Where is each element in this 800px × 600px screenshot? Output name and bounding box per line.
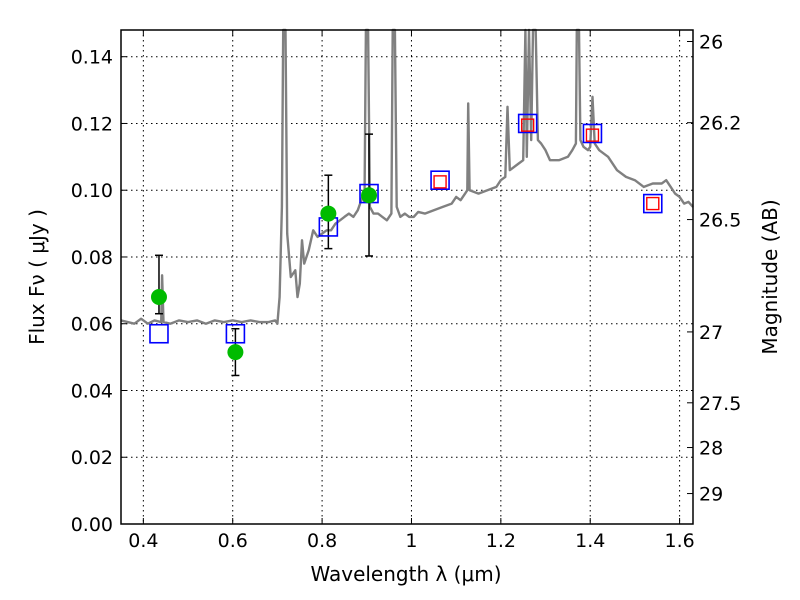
green-data-point xyxy=(150,289,167,306)
green-data-point xyxy=(320,205,337,222)
x-axis-label: Wavelength λ (μm) xyxy=(310,562,501,586)
y-tick-label: 0.04 xyxy=(71,380,113,402)
blue-square-marker xyxy=(430,170,450,191)
y-tick-label: 0.00 xyxy=(71,514,113,536)
red-square-marker xyxy=(646,196,660,211)
y-tick-label: 0.10 xyxy=(71,180,113,202)
blue-square-marker xyxy=(149,323,169,344)
x-tick-label: 0.4 xyxy=(128,530,158,552)
y2-tick-label: 26 xyxy=(699,32,723,54)
y-tick-label: 0.02 xyxy=(71,447,113,469)
y-axis-label: Flux Fν ( μJy ) xyxy=(25,209,49,345)
x-tick-label: 0.6 xyxy=(218,530,248,552)
spectrum-line xyxy=(120,28,694,325)
x-tick-label: 1.2 xyxy=(486,530,516,552)
y-tick-label: 0.06 xyxy=(71,314,113,336)
y-tick-label: 0.12 xyxy=(71,113,113,135)
axis-ticks xyxy=(121,30,693,525)
blue-square-marker xyxy=(225,323,246,344)
red-square-marker xyxy=(520,118,535,132)
y-tick-label: 0.08 xyxy=(71,247,113,269)
y2-axis-label: Magnitude (AB) xyxy=(758,199,782,354)
blue-square-marker xyxy=(642,193,663,214)
red-square-marker xyxy=(433,175,447,189)
plot-frame xyxy=(120,29,694,525)
blue-square-marker xyxy=(517,113,538,134)
x-tick-label: 1.6 xyxy=(664,530,694,552)
red-square-marker xyxy=(585,128,600,142)
green-data-point xyxy=(227,344,244,361)
y2-tick-label: 27 xyxy=(699,322,723,344)
y2-tick-label: 26.2 xyxy=(699,113,741,135)
y2-tick-label: 28 xyxy=(699,438,723,460)
y2-tick-label: 29 xyxy=(699,484,723,506)
y2-tick-label: 26.5 xyxy=(699,210,741,232)
x-tick-label: 0.8 xyxy=(307,530,337,552)
tick-labels: 0.4 0.6 0.8 1 1.2 1.4 1.6 0.00 0.02 0.04 0.06 0.08 0… xyxy=(71,32,742,552)
spectrum-series xyxy=(120,28,694,325)
x-tick-label: 1.4 xyxy=(575,530,605,552)
data-markers xyxy=(149,113,663,361)
x-tick-label: 1 xyxy=(405,530,417,552)
blue-square-marker xyxy=(582,123,603,144)
y2-tick-label: 27.5 xyxy=(699,393,741,415)
grid-lines xyxy=(121,30,693,524)
error-bars xyxy=(154,133,374,377)
y-tick-label: 0.14 xyxy=(71,47,113,69)
green-data-point xyxy=(361,187,378,204)
